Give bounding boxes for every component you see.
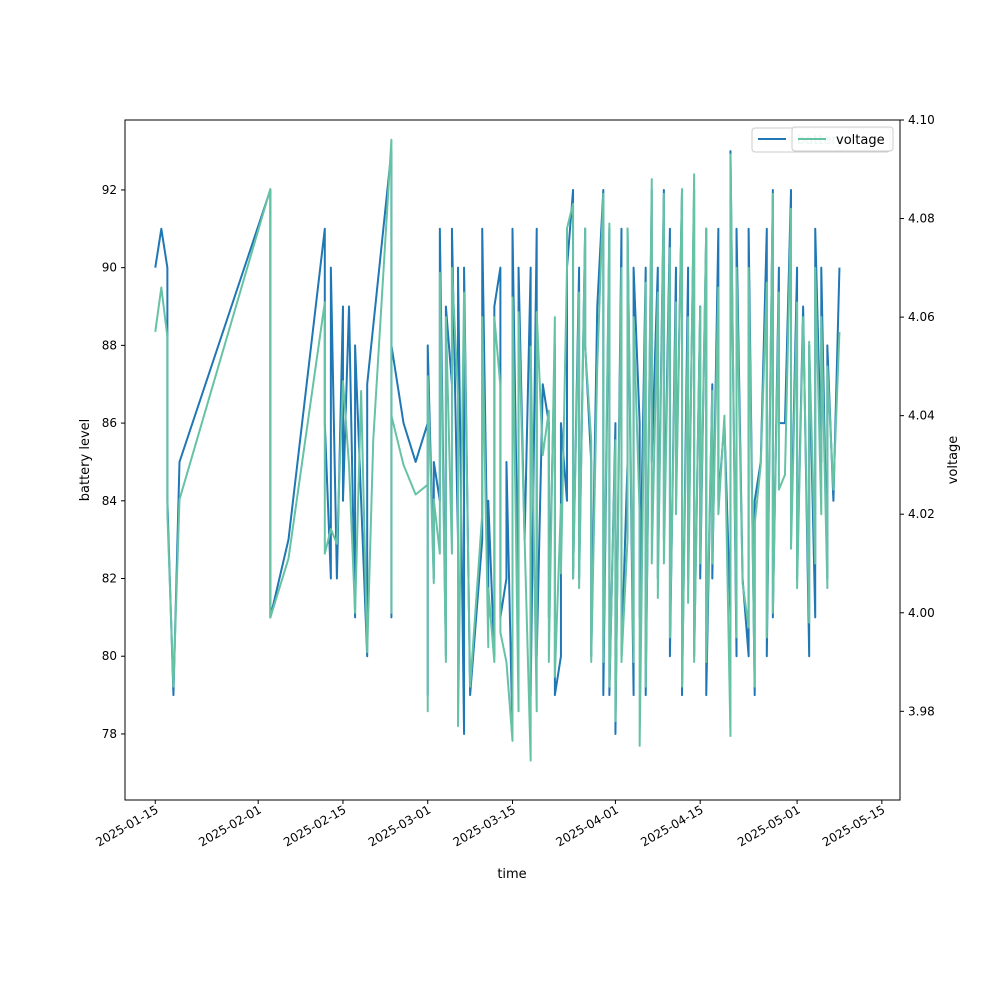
left-y-tick-label: 90 bbox=[102, 261, 117, 275]
left-y-tick-label: 88 bbox=[102, 338, 117, 352]
legend-voltage: voltage bbox=[791, 126, 894, 152]
left-y-tick-label: 92 bbox=[102, 183, 117, 197]
right-y-tick-label: 3.98 bbox=[908, 704, 935, 718]
left-y-tick-label: 78 bbox=[102, 727, 117, 741]
left-y-axis-label: battery level bbox=[78, 419, 93, 502]
legend-voltage-box bbox=[791, 126, 894, 152]
right-y-tick-label: 4.02 bbox=[908, 507, 935, 521]
left-y-axis: 78 80 82 84 86 88 90 92 bbox=[102, 183, 125, 741]
left-y-tick-label: 80 bbox=[102, 649, 117, 663]
legend-voltage-label: voltage bbox=[836, 133, 885, 148]
series-line-voltage bbox=[154, 138, 841, 762]
right-y-tick-label: 4.08 bbox=[908, 212, 935, 226]
right-y-axis-label: voltage bbox=[946, 436, 961, 485]
right-y-tick-label: 4.04 bbox=[908, 409, 935, 423]
left-y-tick-label: 86 bbox=[102, 416, 117, 430]
left-y-tick-label: 84 bbox=[102, 494, 117, 508]
right-y-tick-label: 4.10 bbox=[908, 113, 935, 127]
series-layer bbox=[154, 138, 841, 762]
right-y-tick-label: 4.06 bbox=[908, 310, 935, 324]
right-y-axis: 3.98 4.00 4.02 4.04 4.06 4.08 4.10 bbox=[900, 113, 935, 718]
right-y-tick-label: 4.00 bbox=[908, 606, 935, 620]
left-y-tick-label: 82 bbox=[102, 572, 117, 586]
x-axis-label: time bbox=[497, 867, 526, 882]
